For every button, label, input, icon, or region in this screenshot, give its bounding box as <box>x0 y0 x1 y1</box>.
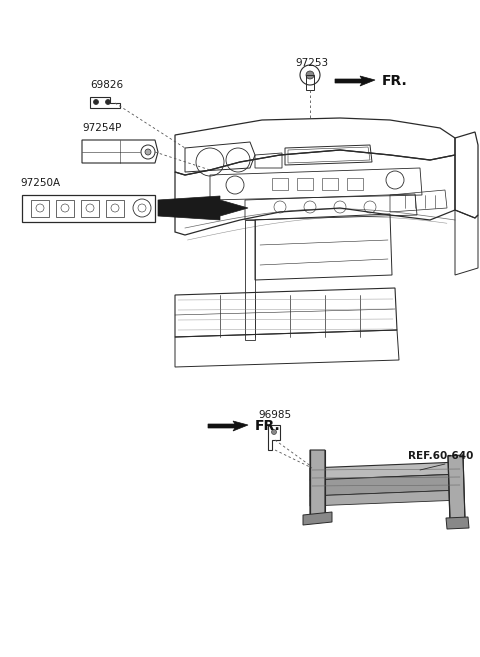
Polygon shape <box>310 474 462 496</box>
Text: REF.60-640: REF.60-640 <box>408 451 473 461</box>
Text: 96985: 96985 <box>258 410 291 420</box>
Polygon shape <box>208 421 248 431</box>
Circle shape <box>106 99 110 104</box>
Polygon shape <box>310 450 325 518</box>
Polygon shape <box>303 512 332 525</box>
Text: FR.: FR. <box>255 419 281 433</box>
Text: 97253: 97253 <box>295 58 328 68</box>
Polygon shape <box>310 490 462 506</box>
Text: 69826: 69826 <box>90 80 123 90</box>
Text: 97254P: 97254P <box>82 123 121 133</box>
Polygon shape <box>310 462 462 480</box>
Polygon shape <box>448 455 465 522</box>
Circle shape <box>272 430 276 434</box>
Circle shape <box>306 71 314 79</box>
Polygon shape <box>335 76 375 86</box>
Circle shape <box>145 149 151 155</box>
Text: FR.: FR. <box>382 74 408 88</box>
Polygon shape <box>446 517 469 529</box>
Text: 97250A: 97250A <box>20 178 60 188</box>
Polygon shape <box>158 196 248 220</box>
Circle shape <box>94 99 98 104</box>
